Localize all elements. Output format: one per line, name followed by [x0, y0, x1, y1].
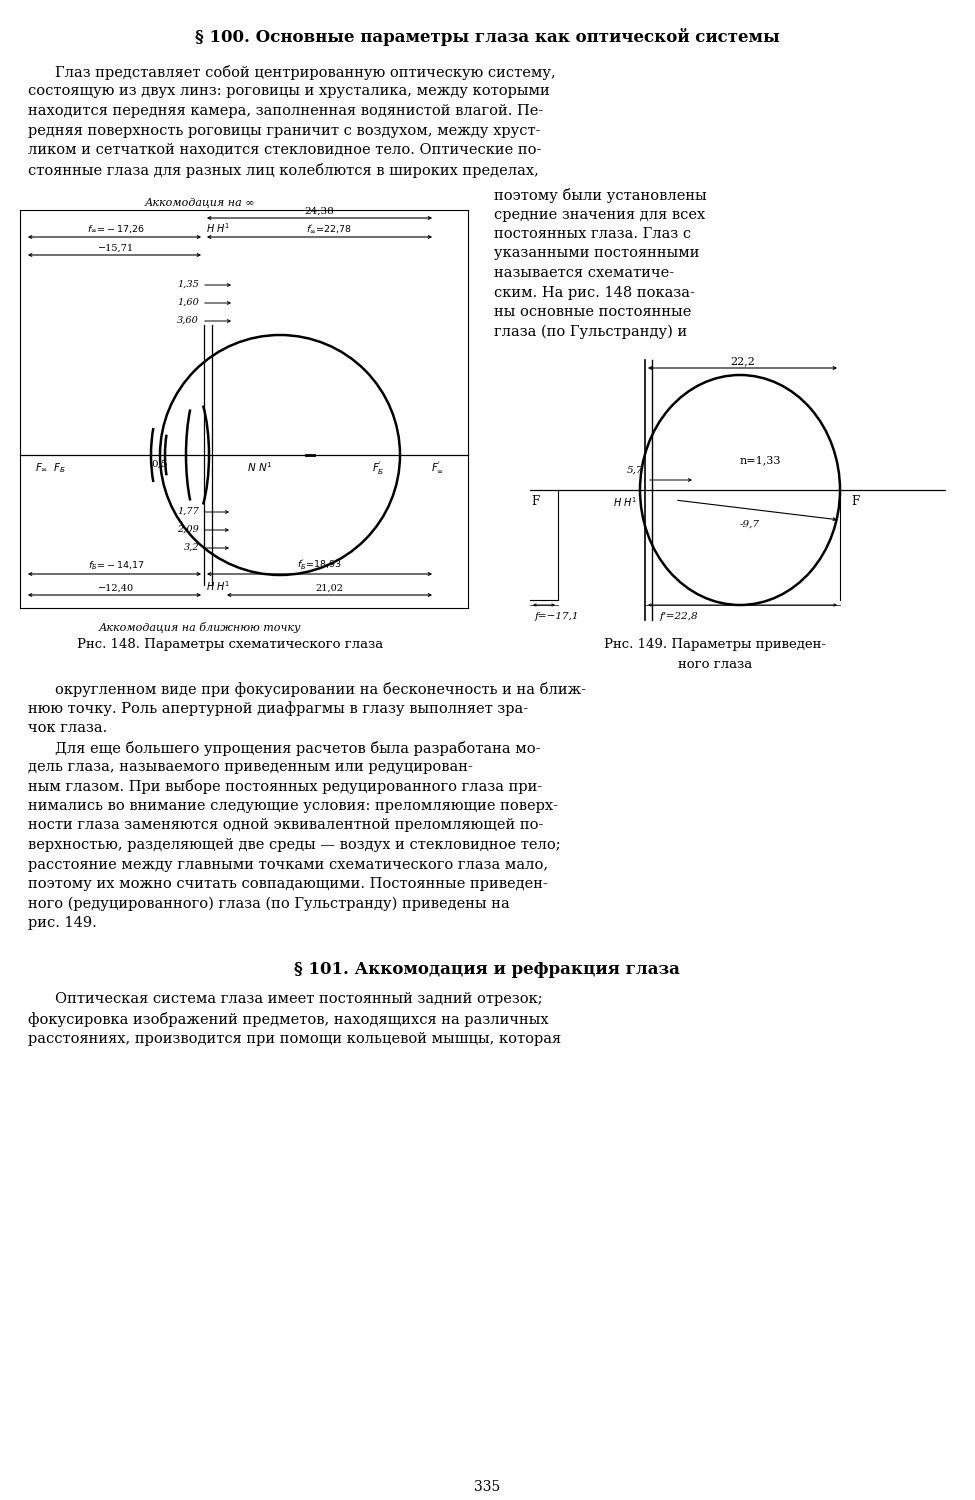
- Text: $F_\infty$  $F_Б$: $F_\infty$ $F_Б$: [35, 460, 66, 476]
- Text: поэтому их можно считать совпадающими. Постоянные приведен-: поэтому их можно считать совпадающими. П…: [28, 878, 548, 891]
- Text: $F^{'}_\infty$: $F^{'}_\infty$: [431, 460, 445, 476]
- Text: 0,5: 0,5: [152, 460, 169, 470]
- Text: ного глаза: ного глаза: [678, 657, 752, 670]
- Text: −15,71: −15,71: [98, 244, 135, 254]
- Text: f=−17,1: f=−17,1: [535, 612, 579, 621]
- Text: 21,02: 21,02: [316, 584, 343, 592]
- Text: 5,7: 5,7: [627, 465, 643, 474]
- Text: указанными постоянными: указанными постоянными: [494, 246, 699, 261]
- Text: расстояние между главными точками схематического глаза мало,: расстояние между главными точками схемат…: [28, 858, 548, 871]
- Text: 3,2: 3,2: [183, 543, 199, 552]
- Text: f'=22,8: f'=22,8: [660, 612, 699, 621]
- Text: расстояниях, производится при помощи кольцевой мышцы, которая: расстояниях, производится при помощи кол…: [28, 1032, 562, 1046]
- Text: Рнс. 148. Параметры схематического глаза: Рнс. 148. Параметры схематического глаза: [77, 638, 383, 651]
- Text: $f_Б\!=\!-14{,}17$: $f_Б\!=\!-14{,}17$: [88, 560, 144, 572]
- Text: глаза (по Гульстранду) и: глаза (по Гульстранду) и: [494, 324, 687, 339]
- Text: $H\ H^{\mathit{1}}$: $H\ H^{\mathit{1}}$: [206, 220, 230, 236]
- Text: ликом и сетчаткой находится стекловидное тело. Оптические по-: ликом и сетчаткой находится стекловидное…: [28, 142, 541, 158]
- Text: § 100. Основные параметры глаза как оптической системы: § 100. Основные параметры глаза как опти…: [195, 28, 779, 46]
- Text: чок глаза.: чок глаза.: [28, 722, 107, 735]
- Text: ным глазом. При выборе постоянных редуцированного глаза при-: ным глазом. При выборе постоянных редуци…: [28, 780, 542, 795]
- Text: ны основные постоянные: ны основные постоянные: [494, 304, 691, 320]
- Text: ности глаза заменяются одной эквивалентной преломляющей по-: ности глаза заменяются одной эквивалентн…: [28, 819, 543, 833]
- Text: 1,60: 1,60: [177, 297, 199, 306]
- Text: состоящую из двух линз: роговицы и хрусталика, между которыми: состоящую из двух линз: роговицы и хруст…: [28, 84, 550, 99]
- Text: находится передняя камера, заполненная водянистой влагой. Пе-: находится передняя камера, заполненная в…: [28, 104, 543, 118]
- Text: фокусировка изображений предметов, находящихся на различных: фокусировка изображений предметов, наход…: [28, 1013, 549, 1028]
- Text: $N\ N^{\mathit{1}}$: $N\ N^{\mathit{1}}$: [248, 460, 273, 474]
- Text: $f_\infty\!=\!-17{,}26$: $f_\infty\!=\!-17{,}26$: [87, 224, 145, 236]
- Text: 1,35: 1,35: [177, 279, 199, 288]
- Text: верхностью, разделяющей две среды — воздух и стекловидное тело;: верхностью, разделяющей две среды — возд…: [28, 839, 561, 852]
- Text: ного (редуцированного) глаза (по Гульстранду) приведены на: ного (редуцированного) глаза (по Гульстр…: [28, 897, 510, 910]
- Text: рис. 149.: рис. 149.: [28, 916, 97, 930]
- Text: $H\ H^{\mathit{1}}$: $H\ H^{\mathit{1}}$: [206, 579, 230, 592]
- Text: средние значения для всех: средние значения для всех: [494, 207, 705, 222]
- Text: дель глаза, называемого приведенным или редуцирован-: дель глаза, называемого приведенным или …: [28, 760, 473, 774]
- Text: -9,7: -9,7: [740, 520, 760, 530]
- Text: Аккомодация на ∞: Аккомодация на ∞: [144, 198, 255, 208]
- Text: n=1,33: n=1,33: [739, 454, 781, 465]
- Text: поэтому были установлены: поэтому были установлены: [494, 188, 707, 202]
- Text: 24,38: 24,38: [304, 207, 334, 216]
- Text: 3,60: 3,60: [177, 315, 199, 324]
- Text: округленном виде при фокусировании на бесконечность и на ближ-: округленном виде при фокусировании на бе…: [55, 682, 586, 698]
- Text: $f^{'}_Б\!=\!18{,}93$: $f^{'}_Б\!=\!18{,}93$: [296, 556, 342, 572]
- Text: стоянные глаза для разных лиц колеблются в широких пределах,: стоянные глаза для разных лиц колеблются…: [28, 162, 539, 177]
- Text: нимались во внимание следующие условия: преломляющие поверх-: нимались во внимание следующие условия: …: [28, 800, 558, 813]
- Text: 22,2: 22,2: [730, 356, 755, 366]
- Text: нюю точку. Роль апертурной диафрагмы в глазу выполняет зра-: нюю точку. Роль апертурной диафрагмы в г…: [28, 702, 528, 717]
- Text: постоянных глаза. Глаз с: постоянных глаза. Глаз с: [494, 226, 691, 242]
- Text: Оптическая система глаза имеет постоянный задний отрезок;: Оптическая система глаза имеет постоянны…: [55, 993, 543, 1006]
- Text: F: F: [851, 495, 859, 508]
- Text: $F^{'}_Б$: $F^{'}_Б$: [371, 460, 384, 477]
- Text: Для еще большего упрощения расчетов была разработана мо-: Для еще большего упрощения расчетов была…: [55, 741, 540, 756]
- Text: редняя поверхность роговицы граничит с воздухом, между хруст-: редняя поверхность роговицы граничит с в…: [28, 123, 540, 138]
- Text: 335: 335: [474, 1480, 500, 1494]
- Text: Аккомодация на ближнюю точку: Аккомодация на ближнюю точку: [98, 622, 301, 633]
- Text: Глаз представляет собой центрированную оптическую систему,: Глаз представляет собой центрированную о…: [55, 64, 556, 80]
- Text: F: F: [530, 495, 539, 508]
- Text: −12,40: −12,40: [98, 584, 135, 592]
- Text: § 101. Аккомодация и рефракция глаза: § 101. Аккомодация и рефракция глаза: [294, 960, 680, 978]
- Text: ским. На рис. 148 показа-: ским. На рис. 148 показа-: [494, 285, 695, 300]
- Text: $f^{'}_\infty\!=\!22{,}78$: $f^{'}_\infty\!=\!22{,}78$: [306, 222, 353, 236]
- Text: Рнс. 149. Параметры приведен-: Рнс. 149. Параметры приведен-: [604, 638, 826, 651]
- Text: называется схематиче-: называется схематиче-: [494, 266, 674, 280]
- Text: 2,09: 2,09: [177, 525, 199, 534]
- Text: 1,77: 1,77: [177, 507, 199, 516]
- Text: $H\ H^{\mathit{1}}$: $H\ H^{\mathit{1}}$: [613, 495, 637, 508]
